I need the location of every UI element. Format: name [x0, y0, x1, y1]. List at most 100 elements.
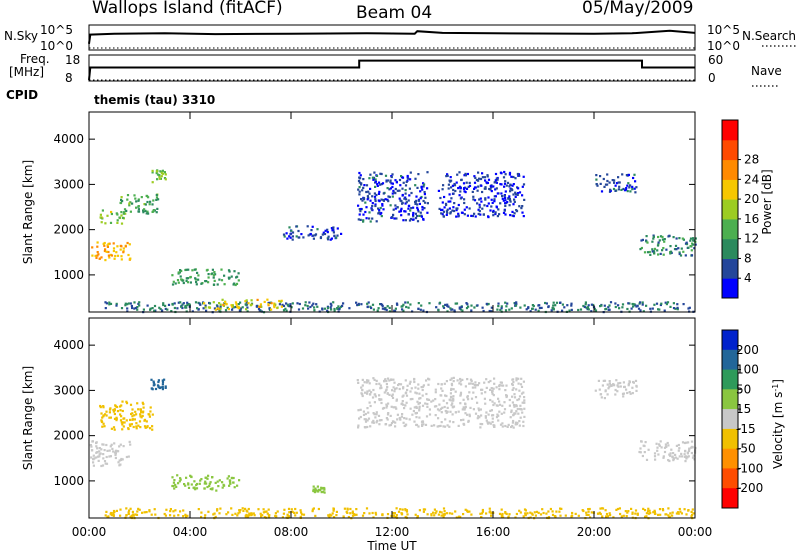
- scatter-cell: [430, 424, 433, 427]
- scatter-cell: [459, 187, 462, 190]
- scatter-cell: [142, 209, 145, 212]
- scatter-cell: [690, 451, 693, 455]
- scatter-cell: [443, 195, 446, 199]
- scatter-cell: [463, 190, 466, 193]
- date-label: 05/May/2009: [582, 0, 694, 18]
- scatter-cell: [389, 179, 392, 182]
- scatter-cell: [449, 410, 452, 413]
- scatter-cell: [375, 220, 378, 223]
- scatter-cell: [662, 247, 665, 250]
- scatter-cell: [104, 259, 107, 262]
- scatter-cell: [508, 185, 511, 188]
- scatter-cell: [361, 189, 364, 192]
- scatter-cell: [141, 511, 144, 514]
- scatter-cell: [447, 305, 450, 308]
- scatter-cell: [115, 212, 118, 215]
- scatter-cell: [401, 176, 405, 179]
- scatter-cell: [329, 302, 332, 305]
- scatter-cell: [419, 308, 422, 311]
- scatter-cell: [495, 206, 498, 209]
- scatter-cell: [259, 512, 262, 515]
- scatter-cell: [383, 308, 386, 311]
- scatter-cell: [465, 187, 469, 190]
- scatter-cell: [387, 402, 390, 405]
- scatter-cell: [520, 207, 523, 210]
- scatter-cell: [495, 177, 498, 180]
- scatter-cell: [403, 407, 406, 410]
- scatter-cell: [332, 508, 335, 511]
- scatter-cell: [225, 302, 228, 306]
- scatter-cell: [375, 411, 378, 414]
- scatter-cell: [362, 410, 365, 413]
- scatter-cell: [672, 236, 675, 239]
- scatter-cell: [599, 393, 603, 396]
- scatter-cell: [241, 507, 244, 510]
- scatter-cell: [197, 274, 200, 277]
- scatter-cell: [478, 382, 481, 385]
- scatter-cell: [675, 444, 678, 447]
- scatter-cell: [404, 210, 407, 213]
- scatter-cell: [464, 403, 467, 406]
- scatter-cell: [147, 413, 150, 416]
- scatter-cell: [179, 478, 182, 481]
- scatter-cell: [433, 424, 436, 427]
- scatter-cell: [120, 258, 123, 261]
- scatter-cell: [399, 418, 402, 421]
- colorbar-segment: [722, 409, 738, 430]
- scatter-cell: [282, 233, 286, 236]
- scatter-cell: [630, 307, 633, 310]
- scatter-cell: [627, 302, 630, 305]
- scatter-cell: [139, 415, 142, 418]
- scatter-cell: [252, 512, 255, 515]
- scatter-cell: [459, 308, 463, 311]
- scatter-cell: [512, 413, 515, 416]
- colorbar-segment: [722, 120, 738, 141]
- scatter-cell: [673, 248, 677, 251]
- scatter-cell: [470, 379, 473, 382]
- scatter-cell: [100, 464, 103, 468]
- scatter-cell: [186, 281, 190, 284]
- scatter-cell: [523, 401, 526, 404]
- scatter-cell: [178, 480, 181, 483]
- scatter-cell: [496, 215, 499, 218]
- scatter-cell: [112, 247, 116, 250]
- scatter-cell: [613, 384, 616, 387]
- scatter-cell: [113, 409, 116, 412]
- scatter-cell: [509, 200, 512, 203]
- scatter-cell: [120, 307, 124, 310]
- scatter-cell: [134, 513, 137, 516]
- scatter-cell: [266, 512, 269, 515]
- scatter-cell: [295, 235, 298, 238]
- scatter-cell: [422, 182, 425, 185]
- scatter-cell: [690, 515, 693, 518]
- x-tick-label: 20:00: [577, 525, 612, 539]
- scatter-cell: [184, 306, 187, 309]
- scatter-cell: [636, 512, 639, 515]
- scatter-cell: [327, 238, 330, 241]
- scatter-cell: [466, 214, 469, 217]
- scatter-cell: [364, 391, 367, 394]
- scatter-cell: [406, 513, 409, 516]
- scatter-cell: [330, 308, 333, 311]
- scatter-cell: [121, 423, 124, 426]
- scatter-cell: [385, 406, 388, 409]
- scatter-cell: [559, 301, 562, 304]
- noise-left-tick-bottom: 10^0: [40, 39, 73, 53]
- scatter-cell: [667, 459, 670, 462]
- scatter-cell: [440, 411, 443, 414]
- scatter-cell: [487, 202, 490, 205]
- scatter-cell: [163, 177, 167, 180]
- scatter-cell: [468, 184, 472, 187]
- scatter-cell: [105, 455, 108, 459]
- scatter-cell: [590, 303, 593, 306]
- scatter-cell: [149, 406, 152, 409]
- scatter-cell: [677, 247, 680, 250]
- scatter-cell: [409, 171, 412, 174]
- scatter-cell: [185, 268, 188, 271]
- scatter-cell: [123, 208, 127, 211]
- scatter-cell: [459, 391, 463, 394]
- scatter-cell: [414, 412, 417, 415]
- scatter-cell: [363, 418, 366, 421]
- y-tick-label: 2000: [53, 223, 84, 237]
- scatter-cell: [401, 193, 404, 197]
